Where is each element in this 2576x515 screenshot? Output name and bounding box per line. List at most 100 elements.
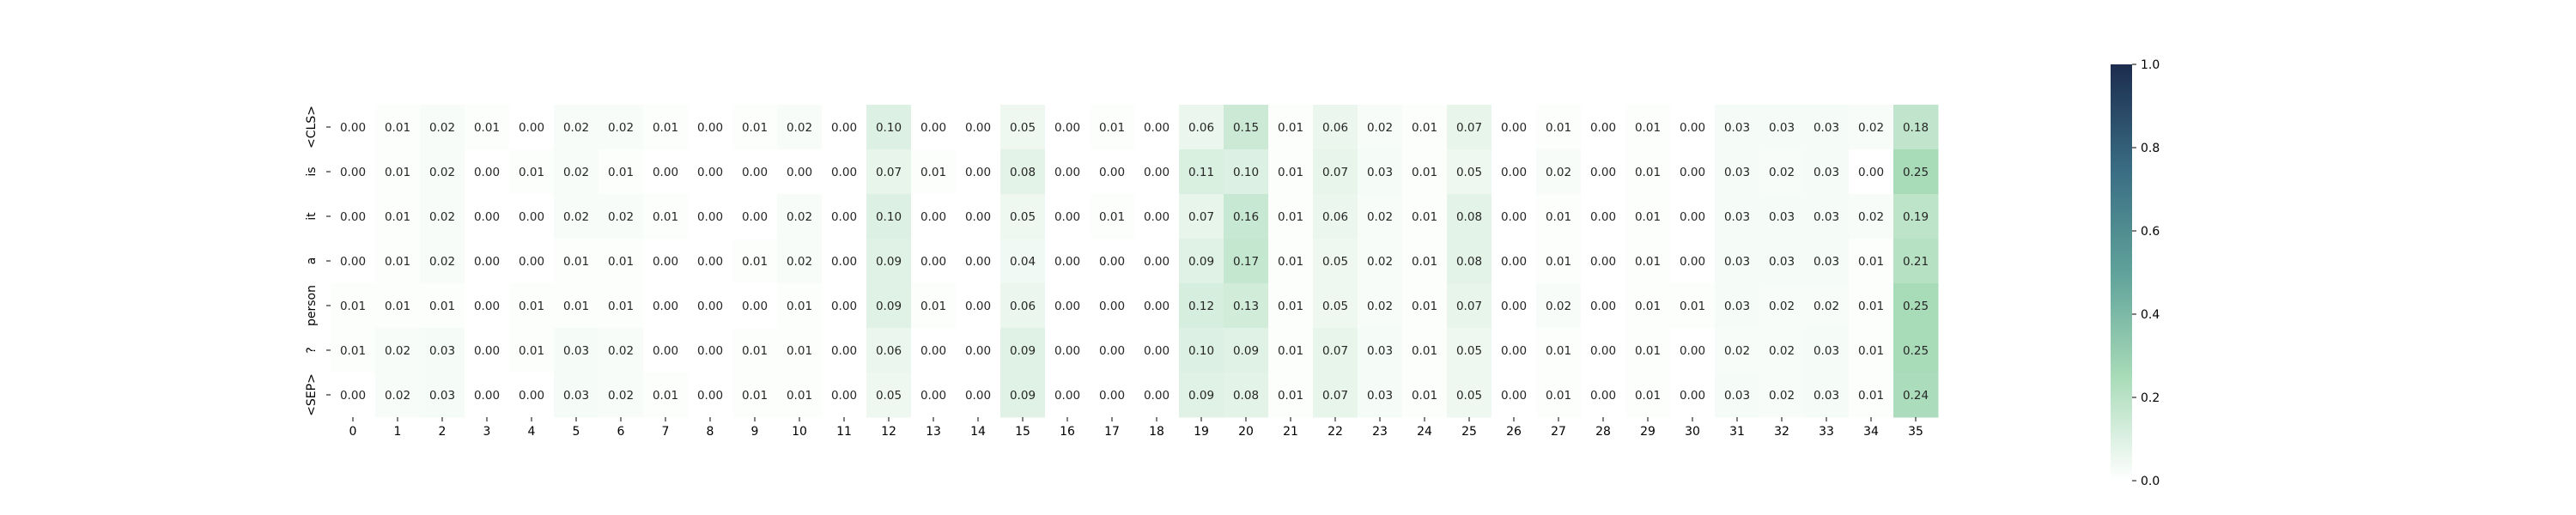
cell-value-label: 0.01 — [1680, 300, 1705, 313]
cell-value-label: 0.01 — [742, 389, 768, 403]
heatmap-cell — [1402, 283, 1448, 329]
heatmap-cell — [1402, 105, 1448, 150]
cell-value-label: 0.02 — [1769, 389, 1795, 403]
cell-value-label: 0.09 — [1010, 389, 1036, 403]
cell-value-label: 0.11 — [1188, 166, 1214, 179]
cell-value-label: 0.03 — [429, 344, 455, 358]
heatmap-cell — [1224, 239, 1269, 284]
heatmap-cell — [777, 283, 823, 329]
cell-value-label: 0.08 — [1456, 255, 1482, 269]
heatmap-cell — [643, 283, 689, 329]
cell-value-label: 0.02 — [1367, 255, 1393, 269]
heatmap-cell — [1224, 283, 1269, 329]
heatmap-cell — [1447, 373, 1492, 418]
cell-value-label: 0.01 — [1858, 344, 1884, 358]
cell-value-label: 0.01 — [1278, 389, 1303, 403]
heatmap-cell — [1179, 283, 1224, 329]
heatmap-cell — [1402, 328, 1448, 373]
heatmap-cell — [1402, 194, 1448, 239]
heatmap-cell — [1804, 105, 1850, 150]
cell-value-label: 0.00 — [1054, 210, 1080, 224]
cell-value-label: 0.01 — [429, 300, 455, 313]
heatmap-cell — [1045, 105, 1091, 150]
heatmap-cell — [911, 283, 957, 329]
cell-value-label: 0.00 — [1501, 166, 1527, 179]
cell-value-label: 0.00 — [340, 166, 366, 179]
cell-value-label: 0.00 — [653, 344, 678, 358]
heatmap-cell — [554, 149, 599, 195]
heatmap-cell — [1849, 149, 1894, 195]
heatmap-cell — [1670, 149, 1716, 195]
heatmap-cell — [732, 328, 778, 373]
cell-value-label: 0.01 — [519, 344, 544, 358]
heatmap-cell — [554, 283, 599, 329]
cell-value-label: 0.00 — [1144, 166, 1170, 179]
heatmap-cell — [866, 149, 912, 195]
heatmap-cell — [1045, 283, 1091, 329]
cell-value-label: 0.03 — [1814, 121, 1839, 135]
cell-value-label: 0.03 — [1367, 166, 1393, 179]
cell-value-label: 0.01 — [1858, 255, 1884, 269]
cell-value-label: 0.00 — [1680, 344, 1705, 358]
heatmap-cell — [598, 373, 644, 418]
heatmap-cell — [1045, 239, 1091, 284]
cell-value-label: 0.00 — [1099, 344, 1125, 358]
heatmap-cell — [1134, 328, 1180, 373]
cell-value-label: 0.03 — [1769, 255, 1795, 269]
cell-value-label: 0.01 — [1635, 255, 1661, 269]
cell-value-label: 0.00 — [1680, 166, 1705, 179]
cell-value-label: 0.01 — [1278, 344, 1303, 358]
cell-value-label: 0.01 — [563, 300, 589, 313]
cell-value-label: 0.06 — [1010, 300, 1036, 313]
cell-value-label: 0.03 — [563, 389, 589, 403]
cell-value-label: 0.10 — [876, 121, 902, 135]
heatmap-cell — [554, 328, 599, 373]
heatmap-cell — [1045, 194, 1091, 239]
heatmap-cell — [1849, 239, 1894, 284]
cell-value-label: 0.00 — [697, 121, 723, 135]
cell-value-label: 0.08 — [1233, 389, 1259, 403]
cell-value-label: 0.02 — [563, 121, 589, 135]
cell-value-label: 0.03 — [563, 344, 589, 358]
cell-value-label: 0.00 — [831, 210, 857, 224]
heatmap-cell — [1447, 283, 1492, 329]
heatmap-cell — [1268, 283, 1314, 329]
cell-value-label: 0.00 — [1099, 166, 1125, 179]
heatmap-cell — [956, 373, 1001, 418]
heatmap-cell — [1492, 105, 1537, 150]
heatmap-cell — [1000, 239, 1046, 284]
cell-value-label: 0.04 — [1010, 255, 1036, 269]
cell-value-label: 0.01 — [474, 121, 500, 135]
heatmap-cell — [1358, 105, 1403, 150]
cell-value-label: 0.01 — [1278, 166, 1303, 179]
heatmap-cell — [1179, 149, 1224, 195]
cell-value-label: 0.01 — [519, 166, 544, 179]
heatmap-cell — [1670, 239, 1716, 284]
cell-value-label: 0.01 — [1278, 121, 1303, 135]
heatmap-cell — [1625, 239, 1671, 284]
x-tick-label: 1 — [394, 425, 402, 439]
x-axis-ticks: 0 1 2 3 4 5 6 7 8 9 10 11 12 13 14 15 16 17 18 19 20 21 22 23 24… — [349, 417, 1923, 439]
heatmap-cell — [1402, 373, 1448, 418]
heatmap-cell — [1313, 149, 1358, 195]
cell-value-label: 0.01 — [787, 300, 812, 313]
cell-value-label: 0.00 — [1858, 166, 1884, 179]
cell-value-label: 0.21 — [1903, 255, 1929, 269]
cell-value-label: 0.05 — [876, 389, 902, 403]
heatmap-cell — [1492, 283, 1537, 329]
heatmap-cell — [1536, 373, 1582, 418]
cell-value-label: 0.00 — [1054, 121, 1080, 135]
heatmap-cell — [1090, 194, 1135, 239]
cell-value-label: 0.17 — [1233, 255, 1259, 269]
heatmap-cell — [1045, 149, 1091, 195]
cell-value-label: 0.00 — [965, 166, 991, 179]
heatmap-cell — [1090, 239, 1135, 284]
heatmap-cell — [1759, 194, 1805, 239]
cell-value-label: 0.02 — [563, 166, 589, 179]
heatmap-cell — [1000, 373, 1046, 418]
cell-value-label: 0.18 — [1903, 121, 1929, 135]
heatmap-cell — [509, 149, 555, 195]
x-tick-label: 26 — [1506, 425, 1522, 439]
cell-value-label: 0.07 — [1322, 389, 1348, 403]
cell-value-label: 0.00 — [1590, 389, 1616, 403]
